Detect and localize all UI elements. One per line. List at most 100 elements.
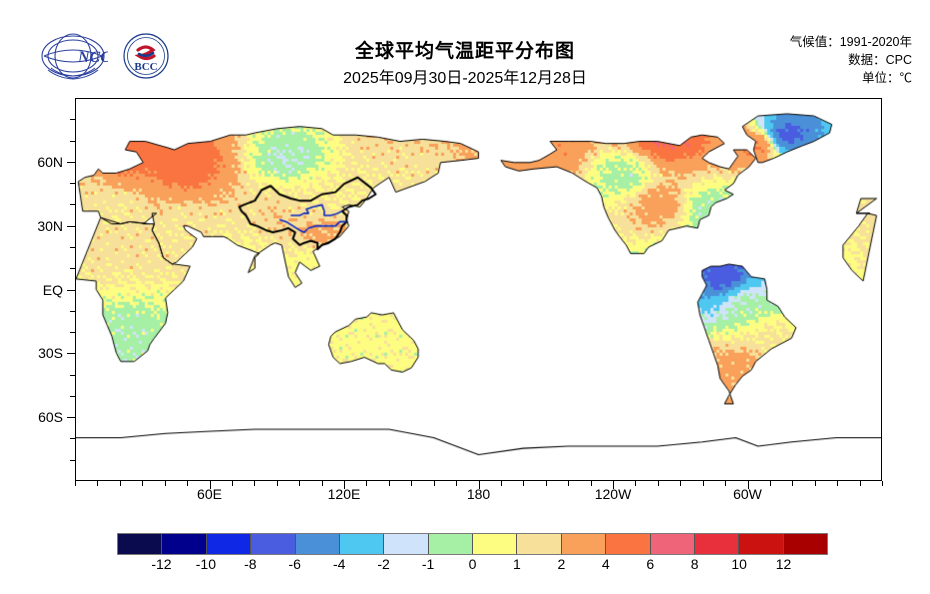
colorbar-tick--2: -2	[377, 556, 390, 572]
ncc-logo: NCC	[41, 33, 108, 80]
colorbar-band-3	[250, 534, 295, 554]
axis-tick	[769, 481, 771, 486]
y-axis-label-EQ: EQ	[42, 281, 63, 298]
axis-tick	[523, 481, 525, 486]
colorbar-band-7	[427, 534, 472, 554]
y-axis-label-30S: 30S	[38, 345, 63, 362]
axis-tick	[411, 481, 413, 486]
axis-tick	[882, 481, 883, 486]
colorbar	[117, 533, 828, 555]
colorbar-band-12	[649, 534, 694, 554]
climatology-label: 气候值：1991-2020年	[789, 35, 912, 49]
colorbar-tick-6: 6	[646, 556, 655, 572]
axis-tick	[97, 481, 99, 486]
axis-tick	[344, 481, 345, 489]
colorbar-tick-8: 8	[690, 556, 699, 572]
axis-tick	[725, 481, 727, 486]
metadata-block: 气候值：1991-2020年 数据：CPC 单位：℃	[790, 33, 912, 87]
y-axis-label-60S: 60S	[38, 409, 63, 426]
colorbar-band-4	[294, 534, 339, 554]
colorbar-tick--10: -10	[195, 556, 216, 572]
axis-tick	[70, 310, 75, 312]
x-axis-label-60E: 60E	[197, 486, 222, 502]
axis-tick	[792, 481, 794, 486]
colorbar-band-8	[472, 534, 517, 554]
colorbar-band-11	[605, 534, 650, 554]
colorbar-band-5	[338, 534, 384, 554]
colorbar-tick--1: -1	[421, 556, 435, 572]
axis-tick	[70, 140, 75, 142]
axis-tick	[747, 481, 749, 489]
colorbar-band-2	[205, 534, 251, 554]
axis-tick	[70, 459, 75, 461]
axis-tick	[680, 481, 682, 486]
axis-tick	[433, 481, 435, 486]
axis-tick	[119, 481, 121, 486]
axis-tick	[70, 374, 75, 376]
axis-tick	[70, 332, 75, 334]
axis-tick	[837, 481, 839, 486]
axis-tick	[613, 481, 614, 489]
axis-tick	[478, 481, 480, 489]
axis-tick	[70, 246, 75, 248]
colorbar-tick-1: 1	[513, 556, 521, 572]
axis-tick	[209, 481, 211, 489]
svg-text:BCC: BCC	[134, 61, 157, 73]
axis-tick	[276, 481, 278, 486]
colorbar-band-15	[782, 534, 827, 554]
colorbar-band-13	[693, 534, 739, 554]
colorbar-tick-10: 10	[731, 556, 747, 572]
temperature-anomaly-heatmap	[76, 99, 881, 480]
axis-tick	[657, 481, 659, 486]
axis-tick	[299, 481, 301, 486]
colorbar-band-6	[383, 534, 428, 554]
units-label: 单位：℃	[861, 71, 912, 85]
colorbar-band-14	[738, 534, 783, 554]
x-axis-label-120W: 120W	[594, 486, 632, 502]
colorbar-tick-0: 0	[468, 556, 477, 572]
axis-tick	[500, 481, 502, 486]
axis-tick	[70, 438, 75, 440]
colorbar-tick-12: 12	[775, 556, 792, 572]
colorbar-tick-4: 4	[601, 556, 610, 572]
axis-tick	[67, 225, 75, 227]
colorbar-tick--4: -4	[332, 556, 346, 572]
axis-tick	[702, 481, 704, 486]
axis-tick	[814, 481, 816, 486]
axis-tick	[67, 161, 75, 163]
colorbar-band-10	[560, 534, 606, 554]
bcc-logo: BCC	[123, 33, 169, 79]
y-axis-label-30N: 30N	[37, 217, 63, 234]
colorbar-band-9	[516, 534, 561, 554]
axis-tick	[231, 481, 233, 486]
axis-tick	[70, 395, 75, 397]
svg-text:NCC: NCC	[77, 49, 108, 66]
colorbar-band-0	[118, 534, 162, 554]
x-axis-label-60W: 60W	[733, 486, 762, 502]
map-plot-area	[75, 98, 882, 481]
colorbar-tick-labels: -12 -10 -8 -6 -4 -2 -1 0 1 2 4 6 8 10 12	[117, 556, 828, 576]
axis-tick	[70, 183, 75, 185]
axis-tick	[142, 481, 144, 486]
axis-tick	[388, 481, 390, 486]
axis-tick	[545, 481, 547, 486]
axis-tick	[321, 481, 323, 486]
axis-tick	[859, 481, 861, 486]
axis-tick	[70, 119, 75, 121]
axis-tick	[75, 481, 76, 486]
axis-tick	[67, 353, 75, 355]
x-axis-label-180: 180	[466, 486, 491, 502]
axis-tick	[456, 481, 458, 486]
colorbar-tick--12: -12	[151, 556, 172, 572]
axis-tick	[635, 481, 637, 486]
axis-tick	[70, 204, 75, 206]
colorbar-tick-2: 2	[557, 556, 566, 572]
axis-tick	[70, 268, 75, 270]
axis-tick	[366, 481, 368, 486]
axis-tick	[67, 289, 75, 291]
colorbar-tick--6: -6	[288, 556, 301, 572]
axis-tick	[164, 481, 166, 486]
axis-tick	[568, 481, 570, 486]
data-source-label: 数据：CPC	[848, 53, 912, 67]
colorbar-band-1	[161, 534, 206, 554]
